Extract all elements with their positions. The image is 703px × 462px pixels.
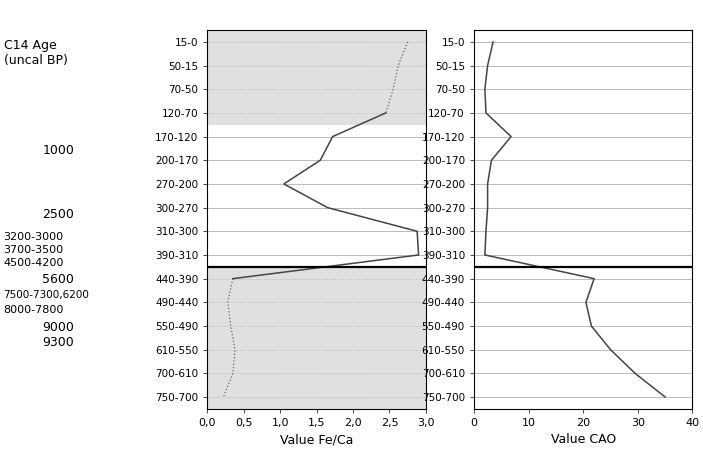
Text: 9000: 9000 [42, 321, 74, 334]
Bar [207, 267, 426, 409]
Text: 3200-3000: 3200-3000 [4, 232, 64, 242]
Text: C14 Age
(uncal BP): C14 Age (uncal BP) [4, 39, 67, 67]
X-axis label: Value Fe/Ca: Value Fe/Ca [280, 433, 354, 446]
Text: 4500-4200: 4500-4200 [4, 258, 64, 268]
Text: 1000: 1000 [42, 144, 74, 157]
Text: 3700-3500: 3700-3500 [4, 245, 64, 255]
Text: 9300: 9300 [42, 336, 74, 349]
Text: 8000-7800: 8000-7800 [4, 305, 64, 316]
Text: 7500-7300,6200: 7500-7300,6200 [4, 290, 89, 300]
Text: 2500: 2500 [42, 208, 74, 221]
X-axis label: Value CAO: Value CAO [550, 433, 616, 446]
Text: 5600: 5600 [42, 274, 74, 286]
Bar [207, 30, 426, 125]
